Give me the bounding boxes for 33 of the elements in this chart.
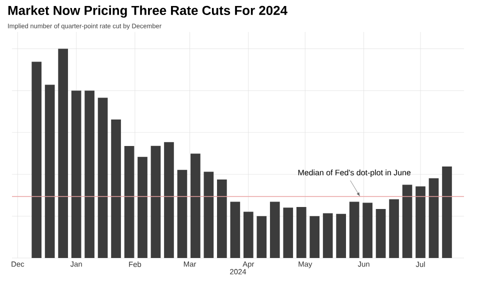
- bar: [190, 154, 200, 258]
- bar: [428, 178, 439, 258]
- bar: [217, 180, 227, 258]
- bar: [270, 202, 280, 258]
- bar: [71, 90, 82, 258]
- bar: [389, 199, 399, 258]
- bar: [442, 166, 452, 258]
- bar: [111, 119, 121, 258]
- bar: [376, 209, 386, 258]
- bar: [204, 172, 214, 258]
- bar: [310, 216, 320, 258]
- bar: [164, 142, 174, 258]
- bar: [322, 213, 333, 258]
- bar: [296, 206, 306, 258]
- bar: [124, 146, 134, 258]
- bar: [243, 212, 254, 258]
- bar: [150, 146, 161, 258]
- bar: [177, 170, 188, 258]
- bar: [98, 98, 108, 258]
- bar: [416, 186, 426, 258]
- bar: [44, 84, 55, 258]
- bar: [349, 202, 360, 258]
- bar: [138, 156, 148, 258]
- bar: [362, 202, 372, 258]
- bar: [32, 62, 42, 258]
- chart-title: Market Now Pricing Three Rate Cuts For 2024: [8, 6, 288, 18]
- bar: [230, 202, 240, 258]
- bar: [336, 214, 346, 258]
- bar: [283, 208, 294, 258]
- bar: [84, 90, 94, 258]
- bar: [58, 48, 68, 258]
- bar: [256, 216, 267, 258]
- bar: [402, 184, 412, 258]
